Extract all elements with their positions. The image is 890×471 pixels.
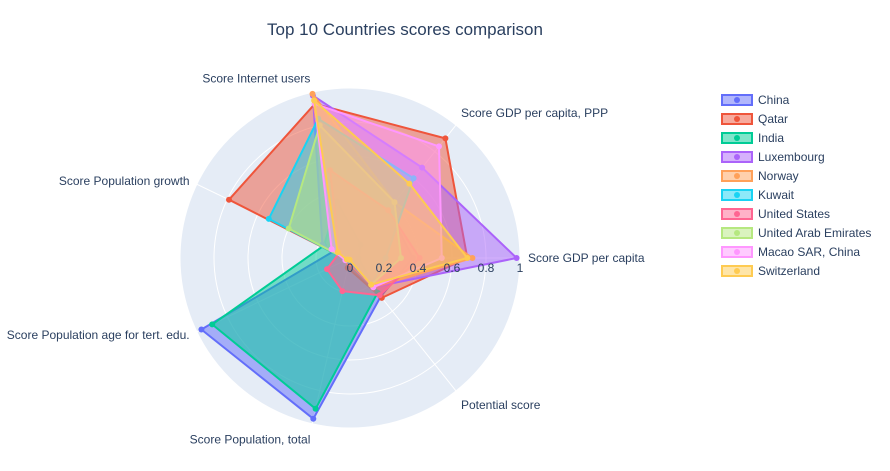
legend-marker (734, 230, 740, 236)
legend-item[interactable]: Norway (721, 169, 799, 183)
data-point (436, 143, 442, 150)
axis-label: Score Population, total (190, 433, 311, 447)
legend-item[interactable]: Qatar (721, 112, 788, 126)
legend-marker (734, 249, 740, 255)
data-point (312, 405, 319, 412)
axis-label: Score Population age for tert. edu. (7, 328, 190, 342)
legend-item[interactable]: Kuwait (721, 188, 795, 202)
data-point (469, 255, 476, 261)
data-point (285, 225, 292, 232)
series-traces (198, 90, 520, 422)
chart-title: Top 10 Countries scores comparison (267, 20, 543, 39)
radial-tick-label: 0 (347, 261, 354, 275)
legend-item[interactable]: China (721, 93, 790, 107)
legend-item[interactable]: Macao SAR, China (721, 245, 860, 259)
data-point (442, 135, 449, 142)
radial-tick-label: 0.2 (376, 261, 393, 275)
data-point (376, 292, 383, 299)
legend-item[interactable]: Luxembourg (721, 150, 825, 164)
data-point (328, 246, 335, 253)
axis-label: Score GDP per capita (528, 251, 645, 265)
legend-marker (734, 211, 740, 217)
data-point (346, 256, 353, 263)
series-switzerland (311, 97, 471, 288)
data-point (265, 215, 272, 222)
data-point (309, 90, 316, 97)
legend-label: Switzerland (758, 264, 820, 278)
legend-label: United States (758, 207, 830, 221)
legend-label: Macao SAR, China (758, 245, 860, 259)
data-point (226, 196, 232, 203)
axis-label: Potential score (461, 398, 541, 412)
data-point (198, 326, 205, 333)
legend-marker (734, 268, 740, 274)
data-point (310, 415, 317, 422)
legend-marker (734, 173, 740, 179)
legend-label: Luxembourg (758, 150, 825, 164)
radial-tick-label: 1 (517, 261, 524, 275)
axis-label: Score GDP per capita, PPP (461, 106, 608, 120)
legend-marker (734, 97, 740, 103)
data-point (464, 255, 471, 261)
radial-tick-label: 0.6 (444, 261, 461, 275)
legend-label: Qatar (758, 112, 788, 126)
axis-label: Score Population growth (59, 174, 190, 188)
legend-marker (734, 154, 740, 160)
data-point (368, 281, 375, 288)
legend-item[interactable]: United States (721, 207, 830, 221)
legend-label: Kuwait (758, 188, 795, 202)
legend-marker (734, 192, 740, 198)
axis-label: Score Internet users (202, 72, 310, 86)
data-point (209, 321, 216, 328)
legend-marker (734, 135, 740, 141)
legend-item[interactable]: United Arab Emirates (721, 226, 871, 240)
data-point (513, 255, 520, 261)
legend-label: China (758, 93, 790, 107)
legend-marker (734, 116, 740, 122)
data-point (406, 180, 413, 187)
legend-label: India (758, 131, 784, 145)
angular-axis-labels: Score GDP per capita Score GDP per capita… (7, 72, 645, 447)
legend-label: Norway (758, 169, 799, 183)
legend: China Qatar India Luxembourg Norway Kuwait Uni… (721, 93, 871, 278)
legend-item[interactable]: Switzerland (721, 264, 820, 278)
radial-tick-label: 0.4 (410, 261, 427, 275)
legend-label: United Arab Emirates (758, 226, 871, 240)
data-point (334, 249, 341, 256)
data-point (311, 97, 318, 104)
radial-ticks: 0 0.2 0.4 0.6 0.8 1 (347, 261, 524, 275)
radial-tick-label: 0.8 (478, 261, 495, 275)
legend-item[interactable]: India (721, 131, 784, 145)
series-area (313, 99, 469, 286)
data-point (324, 266, 330, 273)
data-point (339, 288, 346, 295)
